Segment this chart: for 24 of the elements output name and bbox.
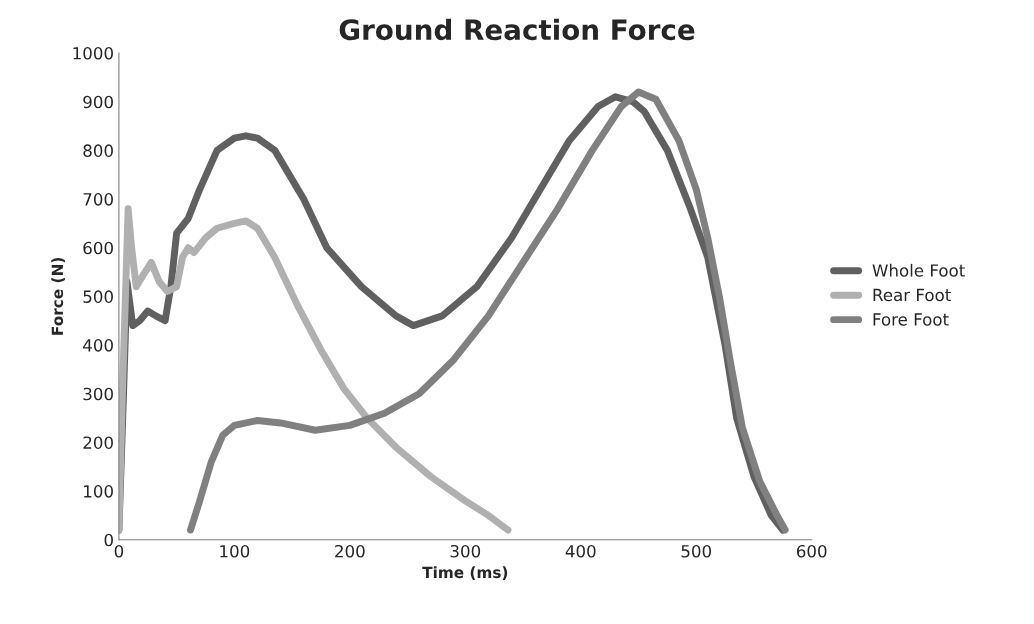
- x-axis-title: Time (ms): [422, 566, 508, 580]
- y-tick-label: 600: [83, 241, 113, 255]
- x-tick-label: 500: [681, 544, 712, 558]
- x-tick-label: 100: [220, 544, 250, 558]
- y-tick-label: 0: [104, 533, 113, 547]
- x-tick-label: 0: [114, 544, 124, 558]
- legend-label: Whole Foot: [872, 263, 965, 277]
- chart-title: Ground Reaction Force: [339, 18, 695, 41]
- legend-label: Fore Foot: [873, 313, 949, 326]
- x-tick-label: 400: [565, 544, 596, 558]
- y-tick-label: 500: [83, 290, 113, 303]
- x-tick-label: 300: [450, 544, 481, 558]
- y-tick-label: 900: [83, 95, 113, 109]
- x-tick-label: 600: [796, 544, 827, 558]
- legend-label: Rear Foot: [873, 288, 951, 302]
- y-tick-label: 400: [83, 339, 113, 352]
- y-tick-label: 300: [83, 387, 113, 401]
- y-tick-label: 1000: [73, 47, 113, 60]
- y-axis-title: Force (N): [51, 258, 65, 335]
- x-tick-label: 200: [335, 544, 365, 558]
- y-tick-label: 100: [84, 485, 113, 498]
- y-tick-label: 800: [83, 144, 113, 157]
- y-tick-label: 200: [83, 436, 113, 449]
- y-tick-label: 700: [83, 193, 113, 206]
